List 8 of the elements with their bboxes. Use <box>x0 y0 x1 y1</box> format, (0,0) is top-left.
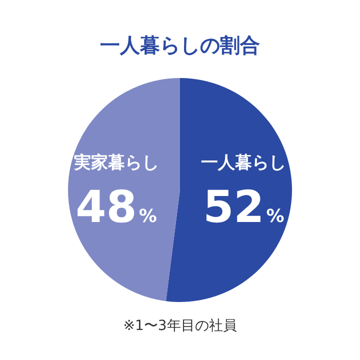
data-label: 48% <box>76 182 157 233</box>
chart-title: 一人暮らしの割合 <box>100 33 260 57</box>
pie-slice <box>166 78 292 302</box>
data-label: 52% <box>203 182 284 233</box>
pie-slice <box>68 78 180 302</box>
text: ※1〜3年目の社員 <box>123 318 237 334</box>
slice-label: 実家暮らし <box>72 153 159 173</box>
slice-label: 一人暮らし <box>201 153 286 173</box>
